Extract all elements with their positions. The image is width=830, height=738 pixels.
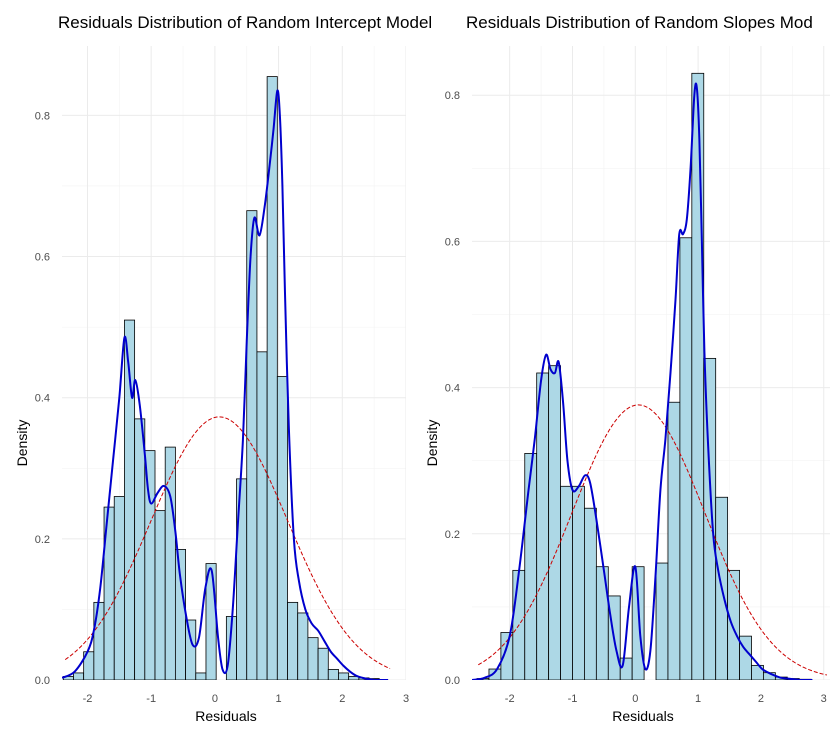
x-tick-label: -1: [146, 693, 156, 705]
y-axis-title: Density: [14, 420, 30, 467]
histogram-bar: [338, 672, 350, 680]
histogram-bar: [174, 549, 186, 680]
histogram-bar: [93, 601, 105, 680]
x-tick-label: 0: [632, 693, 638, 705]
normal-curve: [64, 416, 391, 670]
histogram-bar: [655, 562, 669, 680]
chart-title: Residuals Distribution of Random Slopes …: [466, 13, 813, 32]
x-tick-label: 1: [276, 693, 282, 705]
histogram-bar: [667, 401, 681, 680]
histogram-bar: [691, 72, 705, 680]
chart-panel-1: -2 -1 0 1 2 3 0.0 0.2 0.4 0.6 0.8 Residuals Density R…: [14, 13, 432, 724]
x-tick-label: 3: [403, 693, 409, 705]
histogram-bar: [327, 669, 339, 680]
y-tick-label: 0.6: [35, 252, 50, 264]
histogram-bar: [297, 612, 309, 680]
x-tick-label: 2: [339, 693, 345, 705]
x-tick-label: -2: [505, 693, 515, 705]
histogram-bar: [572, 485, 585, 680]
histogram-bar: [154, 510, 166, 680]
histogram-bar: [727, 569, 740, 680]
x-axis-title: Residuals: [612, 708, 673, 724]
histogram-bar: [619, 657, 633, 680]
x-tick-label: 1: [695, 693, 701, 705]
plot-area: [472, 46, 830, 680]
density-curve: [62, 89, 389, 680]
x-tick-label: -2: [83, 693, 93, 705]
histogram-bar: [185, 619, 197, 680]
histogram-bar: [307, 637, 319, 680]
histogram-bar: [256, 351, 268, 680]
y-axis-title: Density: [424, 420, 440, 467]
histogram-bar: [584, 507, 597, 680]
x-tick-label: -1: [568, 693, 578, 705]
histogram-bar: [524, 453, 538, 680]
histogram-bar: [536, 372, 550, 680]
histogram-bar: [195, 672, 207, 680]
x-tick-label: 2: [758, 693, 764, 705]
y-tick-label: 0.8: [35, 110, 50, 122]
histogram-bar: [73, 672, 85, 680]
x-tick-label: 0: [212, 693, 218, 705]
x-tick-label: 3: [821, 693, 827, 705]
histogram-bar: [287, 601, 299, 680]
histogram-bar: [560, 485, 573, 680]
chart-title: Residuals Distribution of Random Interce…: [58, 13, 432, 32]
y-tick-label: 0.0: [35, 675, 50, 687]
plot-area: [62, 46, 406, 680]
y-tick-label: 0.4: [35, 393, 50, 405]
histogram-bar: [276, 376, 288, 680]
y-tick-label: 0.8: [445, 90, 460, 102]
normal-curve: [478, 404, 827, 676]
histogram-bar: [317, 647, 329, 680]
y-tick-label: 0.0: [445, 675, 460, 687]
histogram-bar: [679, 237, 693, 680]
histogram-bar: [164, 446, 176, 680]
y-tick-label: 0.2: [35, 534, 50, 546]
y-tick-label: 0.6: [445, 236, 460, 248]
histogram-bar: [134, 418, 146, 680]
histogram-bar: [113, 496, 125, 680]
x-axis-title: Residuals: [195, 708, 256, 724]
y-tick-label: 0.2: [445, 529, 460, 541]
histogram-bar: [631, 566, 645, 680]
y-tick-label: 0.4: [445, 383, 460, 395]
density-curve: [472, 82, 813, 680]
histogram-bar: [548, 365, 561, 680]
histogram-bar: [144, 450, 156, 680]
chart-panel-2: -2 -1 0 1 2 3 0.0 0.2 0.4 0.6 0.8 Residuals Density R…: [424, 13, 830, 724]
